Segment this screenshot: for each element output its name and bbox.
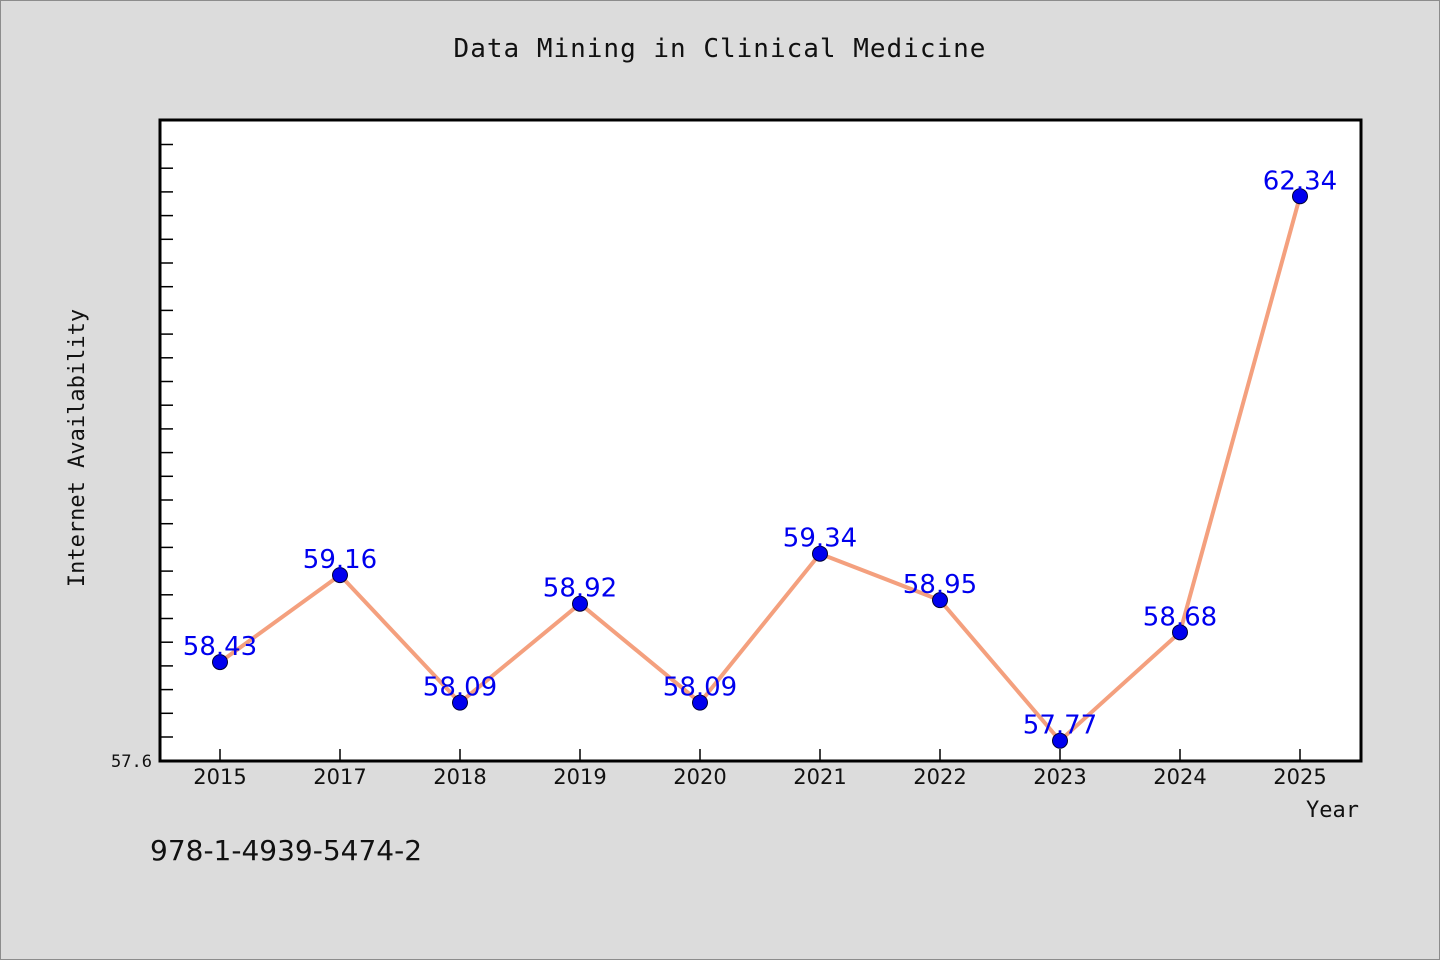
data-label: 58.09 (423, 673, 497, 703)
x-tick-labels: 2015 2017 2018 2019 2020 2021 2022 2023 2024 2025 (193, 765, 1326, 789)
x-tick-label: 2017 (313, 765, 366, 789)
data-point (1172, 624, 1188, 641)
data-label: 59.34 (783, 524, 857, 554)
x-tick-label: 2018 (433, 765, 486, 789)
data-point (692, 694, 708, 711)
x-tick-label: 2022 (913, 765, 966, 789)
x-tick-label: 2015 (193, 765, 246, 789)
data-label: 58.95 (903, 570, 977, 600)
plot-border (158, 118, 1363, 763)
data-labels: 58.43 59.16 58.09 58.92 58.09 59.34 58.95 57.77… (183, 166, 1337, 740)
data-label: 58.09 (663, 673, 737, 703)
data-point (932, 592, 948, 609)
data-label: 58.92 (543, 574, 617, 604)
x-tick-label: 2024 (1153, 765, 1206, 789)
x-tick-label: 2025 (1273, 765, 1326, 789)
data-point (452, 694, 468, 711)
data-point (1292, 188, 1308, 205)
isbn-text: 978-1-4939-5474-2 (150, 834, 423, 867)
x-tick-label: 2020 (673, 765, 726, 789)
data-point (332, 567, 348, 584)
x-axis-ticks (219, 749, 1301, 761)
x-tick-label: 2019 (553, 765, 606, 789)
data-label: 58.68 (1143, 602, 1217, 632)
x-tick-label: 2021 (793, 765, 846, 789)
data-point (812, 545, 828, 562)
plot-area (160, 120, 1361, 761)
y-axis-title: Internet Availability (65, 309, 90, 587)
y-axis-ticks (160, 143, 173, 738)
data-point (572, 595, 588, 612)
data-point (212, 654, 228, 671)
data-point (1052, 732, 1068, 749)
y-tick-label: 57.6 (111, 752, 152, 772)
data-label: 62.34 (1263, 166, 1337, 196)
data-label: 57.77 (1023, 711, 1097, 741)
data-markers (212, 188, 1308, 749)
data-label: 59.16 (303, 545, 377, 575)
x-tick-label: 2023 (1033, 765, 1086, 789)
data-label: 58.43 (183, 632, 257, 662)
series-line (218, 195, 1302, 743)
x-axis-title: Year (1306, 798, 1359, 823)
chart-title: Data Mining in Clinical Medicine (453, 34, 987, 64)
